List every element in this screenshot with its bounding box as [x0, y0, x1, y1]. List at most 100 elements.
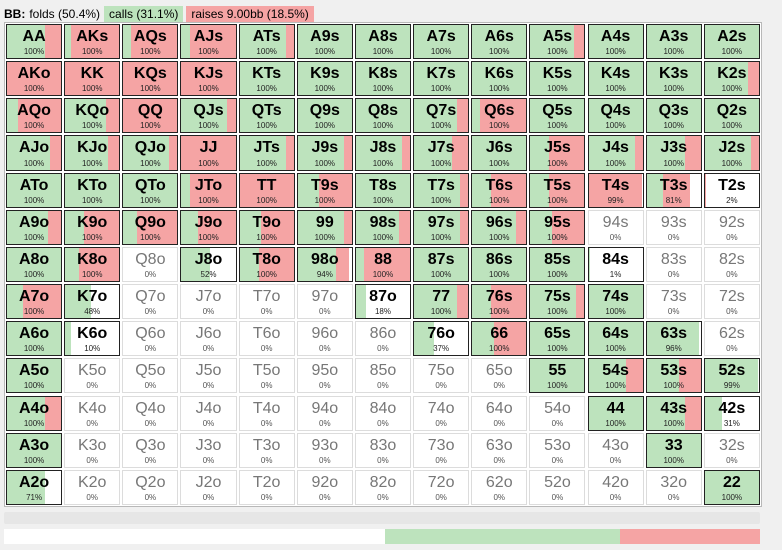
hand-cell-88[interactable]: 88 100% — [354, 246, 412, 283]
hand-cell-q6o[interactable]: Q6o 0% — [122, 321, 179, 357]
hand-cell-q4o[interactable]: Q4o 0% — [122, 395, 179, 431]
hand-cell-87o[interactable]: 87o 18% — [354, 284, 412, 320]
hand-cell-kjo[interactable]: KJo 100% — [64, 135, 121, 171]
hand-cell-93s[interactable]: 93s 0% — [645, 209, 702, 245]
hand-cell-a7s[interactable]: A7s 100% — [413, 24, 470, 60]
hand-cell-j7s[interactable]: J7s 100% — [413, 135, 470, 171]
hand-cell-t6s[interactable]: T6s 100% — [471, 172, 528, 208]
hand-cell-33[interactable]: 33 100% — [645, 432, 702, 468]
hand-cell-a2o[interactable]: A2o 71% — [6, 469, 63, 505]
hand-cell-q4s[interactable]: Q4s 100% — [587, 98, 644, 134]
hand-cell-94s[interactable]: 94s 0% — [587, 209, 644, 245]
hand-cell-42s[interactable]: 42s 31% — [703, 395, 760, 431]
hand-cell-96o[interactable]: 96o 0% — [296, 321, 353, 357]
hand-cell-a7o[interactable]: A7o 100% — [6, 284, 63, 320]
hand-cell-k9s[interactable]: K9s 100% — [296, 61, 353, 97]
hand-cell-32o[interactable]: 32o 0% — [645, 469, 702, 505]
hand-cell-98s[interactable]: 98s 100% — [354, 209, 412, 245]
hand-cell-95s[interactable]: 95s 100% — [529, 209, 586, 245]
hand-cell-55[interactable]: 55 100% — [529, 358, 586, 394]
hand-cell-98o[interactable]: 98o 94% — [296, 246, 353, 283]
hand-cell-92o[interactable]: 92o 0% — [296, 469, 353, 505]
hand-cell-a5o[interactable]: A5o 100% — [6, 358, 63, 394]
hand-cell-t3o[interactable]: T3o 0% — [238, 432, 295, 468]
hand-cell-jts[interactable]: JTs 100% — [238, 135, 295, 171]
hand-cell-ato[interactable]: ATo 100% — [6, 172, 63, 208]
hand-cell-t8o[interactable]: T8o 100% — [238, 246, 295, 283]
hand-cell-kjs[interactable]: KJs 100% — [180, 61, 237, 97]
hand-cell-j2s[interactable]: J2s 100% — [703, 135, 760, 171]
hand-cell-j6o[interactable]: J6o 0% — [180, 321, 237, 357]
hand-cell-qjo[interactable]: QJo 100% — [122, 135, 179, 171]
hand-cell-64o[interactable]: 64o 0% — [471, 395, 528, 431]
hand-cell-ako[interactable]: AKo 100% — [6, 61, 63, 97]
hand-cell-52s[interactable]: 52s 99% — [703, 358, 760, 394]
hand-cell-k4o[interactable]: K4o 0% — [64, 395, 121, 431]
hand-cell-k8s[interactable]: K8s 100% — [354, 61, 412, 97]
hand-cell-96s[interactable]: 96s 100% — [471, 209, 528, 245]
hand-cell-64s[interactable]: 64s 100% — [587, 321, 644, 357]
hand-cell-97s[interactable]: 97s 100% — [413, 209, 470, 245]
hand-cell-85s[interactable]: 85s 100% — [529, 246, 586, 283]
hand-cell-ajo[interactable]: AJo 100% — [6, 135, 63, 171]
hand-cell-q2s[interactable]: Q2s 100% — [703, 98, 760, 134]
hand-cell-a6s[interactable]: A6s 100% — [471, 24, 528, 60]
hand-cell-63o[interactable]: 63o 0% — [471, 432, 528, 468]
hand-cell-q2o[interactable]: Q2o 0% — [122, 469, 179, 505]
hand-cell-22[interactable]: 22 100% — [703, 469, 760, 505]
hand-cell-t2s[interactable]: T2s 2% — [703, 172, 760, 208]
hand-cell-94o[interactable]: 94o 0% — [296, 395, 353, 431]
hand-cell-qjs[interactable]: QJs 100% — [180, 98, 237, 134]
hand-cell-92s[interactable]: 92s 0% — [703, 209, 760, 245]
hand-cell-aqo[interactable]: AQo 100% — [6, 98, 63, 134]
hand-cell-63s[interactable]: 63s 96% — [645, 321, 702, 357]
hand-cell-52o[interactable]: 52o 0% — [529, 469, 586, 505]
hand-cell-k7o[interactable]: K7o 48% — [64, 284, 121, 320]
hand-cell-ajs[interactable]: AJs 100% — [180, 24, 237, 60]
hand-cell-54o[interactable]: 54o 0% — [529, 395, 586, 431]
hand-cell-t6o[interactable]: T6o 0% — [238, 321, 295, 357]
hand-cell-85o[interactable]: 85o 0% — [354, 358, 412, 394]
hand-cell-42o[interactable]: 42o 0% — [587, 469, 644, 505]
hand-cell-54s[interactable]: 54s 100% — [587, 358, 644, 394]
hand-cell-76o[interactable]: 76o 37% — [413, 321, 470, 357]
hand-cell-jto[interactable]: JTo 100% — [180, 172, 237, 208]
hand-cell-72s[interactable]: 72s 0% — [703, 284, 760, 320]
hand-cell-86o[interactable]: 86o 0% — [354, 321, 412, 357]
hand-cell-82s[interactable]: 82s 0% — [703, 246, 760, 283]
hand-cell-kto[interactable]: KTo 100% — [64, 172, 121, 208]
hand-cell-j3o[interactable]: J3o 0% — [180, 432, 237, 468]
hand-cell-73s[interactable]: 73s 0% — [645, 284, 702, 320]
hand-cell-t4s[interactable]: T4s 99% — [587, 172, 644, 208]
hand-cell-k9o[interactable]: K9o 100% — [64, 209, 121, 245]
hand-cell-a4o[interactable]: A4o 100% — [6, 395, 63, 431]
hand-cell-a3s[interactable]: A3s 100% — [645, 24, 702, 60]
hand-cell-83o[interactable]: 83o 0% — [354, 432, 412, 468]
hand-cell-44[interactable]: 44 100% — [587, 395, 644, 431]
hand-cell-q3o[interactable]: Q3o 0% — [122, 432, 179, 468]
hand-cell-j8s[interactable]: J8s 100% — [354, 135, 412, 171]
hand-cell-j3s[interactable]: J3s 100% — [645, 135, 702, 171]
hand-cell-k4s[interactable]: K4s 100% — [587, 61, 644, 97]
hand-cell-62s[interactable]: 62s 0% — [703, 321, 760, 357]
hand-cell-65o[interactable]: 65o 0% — [471, 358, 528, 394]
hand-cell-a3o[interactable]: A3o 100% — [6, 432, 63, 468]
hand-cell-k2o[interactable]: K2o 0% — [64, 469, 121, 505]
hand-cell-43o[interactable]: 43o 0% — [587, 432, 644, 468]
hand-cell-62o[interactable]: 62o 0% — [471, 469, 528, 505]
hand-cell-t3s[interactable]: T3s 81% — [645, 172, 702, 208]
hand-cell-a6o[interactable]: A6o 100% — [6, 321, 63, 357]
hand-cell-j2o[interactable]: J2o 0% — [180, 469, 237, 505]
hand-cell-q6s[interactable]: Q6s 100% — [471, 98, 528, 134]
hand-cell-93o[interactable]: 93o 0% — [296, 432, 353, 468]
hand-cell-a2s[interactable]: A2s 100% — [703, 24, 760, 60]
hand-cell-k7s[interactable]: K7s 100% — [413, 61, 470, 97]
hand-cell-q5s[interactable]: Q5s 100% — [529, 98, 586, 134]
hand-cell-84s[interactable]: 84s 1% — [587, 246, 644, 283]
hand-cell-j9o[interactable]: J9o 100% — [180, 209, 237, 245]
hand-cell-qto[interactable]: QTo 100% — [122, 172, 179, 208]
hand-cell-q9o[interactable]: Q9o 100% — [122, 209, 179, 245]
hand-cell-65s[interactable]: 65s 100% — [529, 321, 586, 357]
hand-cell-t2o[interactable]: T2o 0% — [238, 469, 295, 505]
hand-cell-75o[interactable]: 75o 0% — [413, 358, 470, 394]
